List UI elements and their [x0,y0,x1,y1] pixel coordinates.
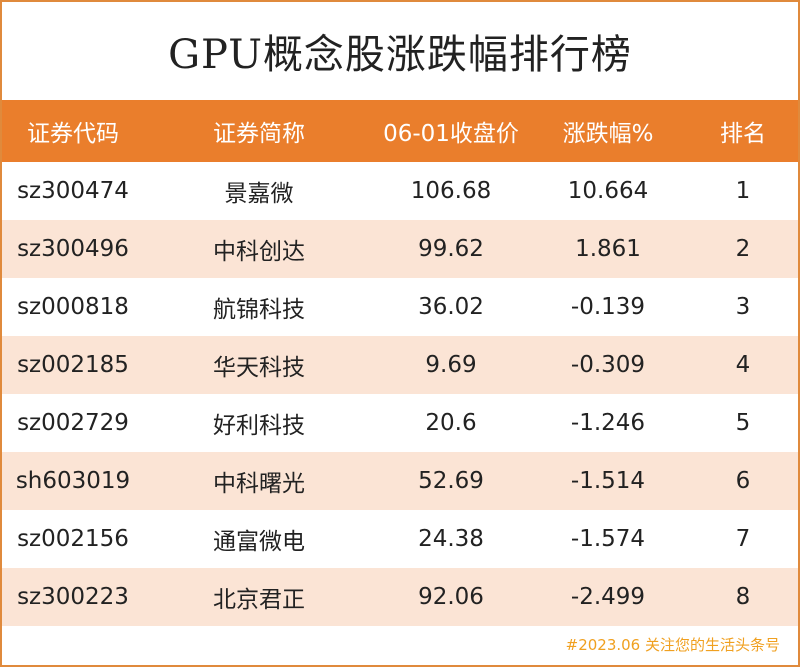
cell-change: -1.246 [528,394,688,452]
cell-code: sz300496 [2,220,144,278]
cell-close: 20.6 [374,394,528,452]
cell-name: 北京君正 [144,568,374,626]
cell-code: sz002729 [2,394,144,452]
table-title: GPU概念股涨跌幅排行榜 [168,32,632,78]
cell-rank: 2 [688,220,798,278]
table-row: sz300496 中科创达 99.62 1.861 2 [2,220,798,278]
cell-change: 10.664 [528,162,688,220]
column-header-name: 证券简称 [144,100,374,162]
cell-close: 9.69 [374,336,528,394]
cell-rank: 6 [688,452,798,510]
cell-change: -0.309 [528,336,688,394]
cell-close: 99.62 [374,220,528,278]
cell-close: 24.38 [374,510,528,568]
cell-change: -0.139 [528,278,688,336]
cell-rank: 7 [688,510,798,568]
table-row: sz300474 景嘉微 106.68 10.664 1 [2,162,798,220]
cell-rank: 5 [688,394,798,452]
table-row: sh603019 中科曙光 52.69 -1.514 6 [2,452,798,510]
column-header-close: 06-01收盘价 [374,100,528,162]
cell-close: 52.69 [374,452,528,510]
table-row: sz002185 华天科技 9.69 -0.309 4 [2,336,798,394]
column-header-code: 证券代码 [2,100,144,162]
cell-rank: 4 [688,336,798,394]
cell-code: sh603019 [2,452,144,510]
cell-name: 好利科技 [144,394,374,452]
cell-code: sz300474 [2,162,144,220]
cell-name: 中科创达 [144,220,374,278]
column-header-rank: 排名 [688,100,798,162]
header-row: 证券代码 证券简称 06-01收盘价 涨跌幅% 排名 [2,100,798,162]
cell-close: 106.68 [374,162,528,220]
table-row: sz300223 北京君正 92.06 -2.499 8 [2,568,798,626]
table-body: sz300474 景嘉微 106.68 10.664 1 sz300496 中科创达 99.6… [2,162,798,626]
cell-change: -1.574 [528,510,688,568]
cell-code: sz000818 [2,278,144,336]
cell-code: sz300223 [2,568,144,626]
table-row: sz002729 好利科技 20.6 -1.246 5 [2,394,798,452]
cell-name: 通富微电 [144,510,374,568]
column-header-change: 涨跌幅% [528,100,688,162]
footer-watermark: #2023.06 关注您的生活头条号 [565,636,780,654]
cell-name: 航锦科技 [144,278,374,336]
table-row: sz000818 航锦科技 36.02 -0.139 3 [2,278,798,336]
cell-rank: 8 [688,568,798,626]
cell-close: 92.06 [374,568,528,626]
cell-code: sz002185 [2,336,144,394]
cell-close: 36.02 [374,278,528,336]
cell-change: 1.861 [528,220,688,278]
cell-rank: 3 [688,278,798,336]
cell-code: sz002156 [2,510,144,568]
cell-name: 景嘉微 [144,162,374,220]
cell-change: -2.499 [528,568,688,626]
cell-name: 中科曙光 [144,452,374,510]
cell-rank: 1 [688,162,798,220]
ranking-table: 证券代码 证券简称 06-01收盘价 涨跌幅% 排名 sz300474 景嘉微 10… [2,100,798,626]
cell-name: 华天科技 [144,336,374,394]
cell-change: -1.514 [528,452,688,510]
table-row: sz002156 通富微电 24.38 -1.574 7 [2,510,798,568]
